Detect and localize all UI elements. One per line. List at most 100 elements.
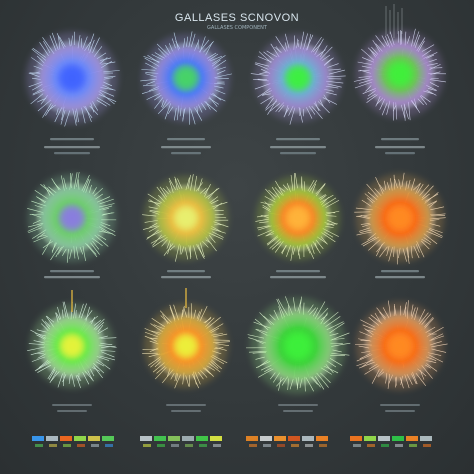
legend-swatch xyxy=(32,436,44,441)
legend-strip xyxy=(350,436,432,447)
legend-swatch xyxy=(409,444,417,447)
cell-core xyxy=(59,65,85,91)
caption-bar xyxy=(44,146,100,149)
legend-swatch xyxy=(185,444,193,447)
legend-swatch xyxy=(105,444,113,447)
cell-core xyxy=(285,333,311,359)
cell-core xyxy=(287,207,309,229)
cell-r2c3 xyxy=(255,173,340,261)
cell-r3c2 xyxy=(142,303,231,389)
legend-swatch xyxy=(302,436,314,441)
caption-bar xyxy=(385,152,415,155)
caption-bar xyxy=(50,138,94,141)
caption-bar xyxy=(44,276,100,279)
cell-core xyxy=(175,207,197,229)
legend-strip xyxy=(246,436,328,447)
legend-swatch xyxy=(305,444,313,447)
cell-r2c1 xyxy=(27,171,117,263)
caption-bar xyxy=(166,404,206,406)
cell-r3c1 xyxy=(27,301,117,389)
legend-swatch xyxy=(74,436,86,441)
caption-bar xyxy=(270,146,326,149)
cell-r3c4 xyxy=(355,300,448,390)
page-subtitle: GALLASES COMPONENT xyxy=(207,25,267,31)
legend-strip xyxy=(140,436,222,447)
legend-swatch xyxy=(367,444,375,447)
cell-core xyxy=(388,206,412,230)
legend-swatch xyxy=(246,436,258,441)
caption-bar xyxy=(167,138,205,141)
cell-core xyxy=(61,335,83,357)
page-title: GALLASES SCNOVON xyxy=(174,12,300,24)
legend-swatch xyxy=(77,444,85,447)
caption-bar xyxy=(276,138,320,141)
caption-bar xyxy=(270,276,326,279)
caption-bar xyxy=(280,152,316,155)
cell-r1c1 xyxy=(26,31,120,127)
legend-swatch xyxy=(182,436,194,441)
legend-swatch xyxy=(406,436,418,441)
legend-swatch xyxy=(35,444,43,447)
legend-swatch xyxy=(291,444,299,447)
caption-bar xyxy=(167,270,205,273)
legend-swatch xyxy=(274,436,286,441)
caption-bar xyxy=(52,404,92,406)
legend-swatch xyxy=(88,436,100,441)
legend-swatch xyxy=(46,436,58,441)
cell-r2c2 xyxy=(142,174,229,262)
caption-bar xyxy=(283,410,313,412)
legend-swatch xyxy=(154,436,166,441)
legend-swatch xyxy=(171,444,179,447)
cell-r1c4 xyxy=(353,28,446,121)
legend-swatch xyxy=(213,444,221,447)
cell-core xyxy=(174,66,198,90)
legend-swatch xyxy=(49,444,57,447)
legend-swatch xyxy=(91,444,99,447)
legend-swatch xyxy=(420,436,432,441)
legend-swatch xyxy=(263,444,271,447)
cell-core xyxy=(388,62,412,86)
legend-swatch xyxy=(157,444,165,447)
caption-bar xyxy=(161,276,211,279)
cell-core xyxy=(388,334,412,358)
legend-swatch xyxy=(140,436,152,441)
legend-swatch xyxy=(378,436,390,441)
legend-swatch xyxy=(316,436,328,441)
caption-bar xyxy=(276,270,320,273)
cell-r3c3 xyxy=(246,296,351,394)
legend-swatch xyxy=(60,436,72,441)
legend-swatch xyxy=(350,436,362,441)
legend-swatch xyxy=(249,444,257,447)
legend-swatch xyxy=(277,444,285,447)
legend-swatch xyxy=(260,436,272,441)
legend-swatch xyxy=(102,436,114,441)
legend-swatch xyxy=(63,444,71,447)
legend-swatch xyxy=(168,436,180,441)
caption-bar xyxy=(375,276,425,279)
caption-bar xyxy=(385,410,415,412)
caption-bar xyxy=(50,270,94,273)
legend-swatch xyxy=(199,444,207,447)
cell-r1c3 xyxy=(250,31,346,125)
cell-r2c4 xyxy=(354,172,446,265)
caption-bar xyxy=(375,146,425,149)
caption-bar xyxy=(57,410,87,412)
header: GALLASES SCNOVON GALLASES COMPONENT xyxy=(150,12,324,32)
caption-bar xyxy=(171,410,201,412)
legend-swatch xyxy=(395,444,403,447)
caption-bar xyxy=(381,138,419,141)
cell-core xyxy=(286,66,310,90)
cell-core xyxy=(60,206,84,230)
legend-swatch xyxy=(392,436,404,441)
legend-swatch xyxy=(364,436,376,441)
legend-swatch xyxy=(319,444,327,447)
caption-bar xyxy=(54,152,90,155)
caption-bar xyxy=(278,404,318,406)
cell-core xyxy=(175,335,197,357)
caption-bar xyxy=(171,152,201,155)
caption-bar xyxy=(380,404,420,406)
legend-swatch xyxy=(353,444,361,447)
legend-swatch xyxy=(196,436,208,441)
caption-bar xyxy=(381,270,419,273)
